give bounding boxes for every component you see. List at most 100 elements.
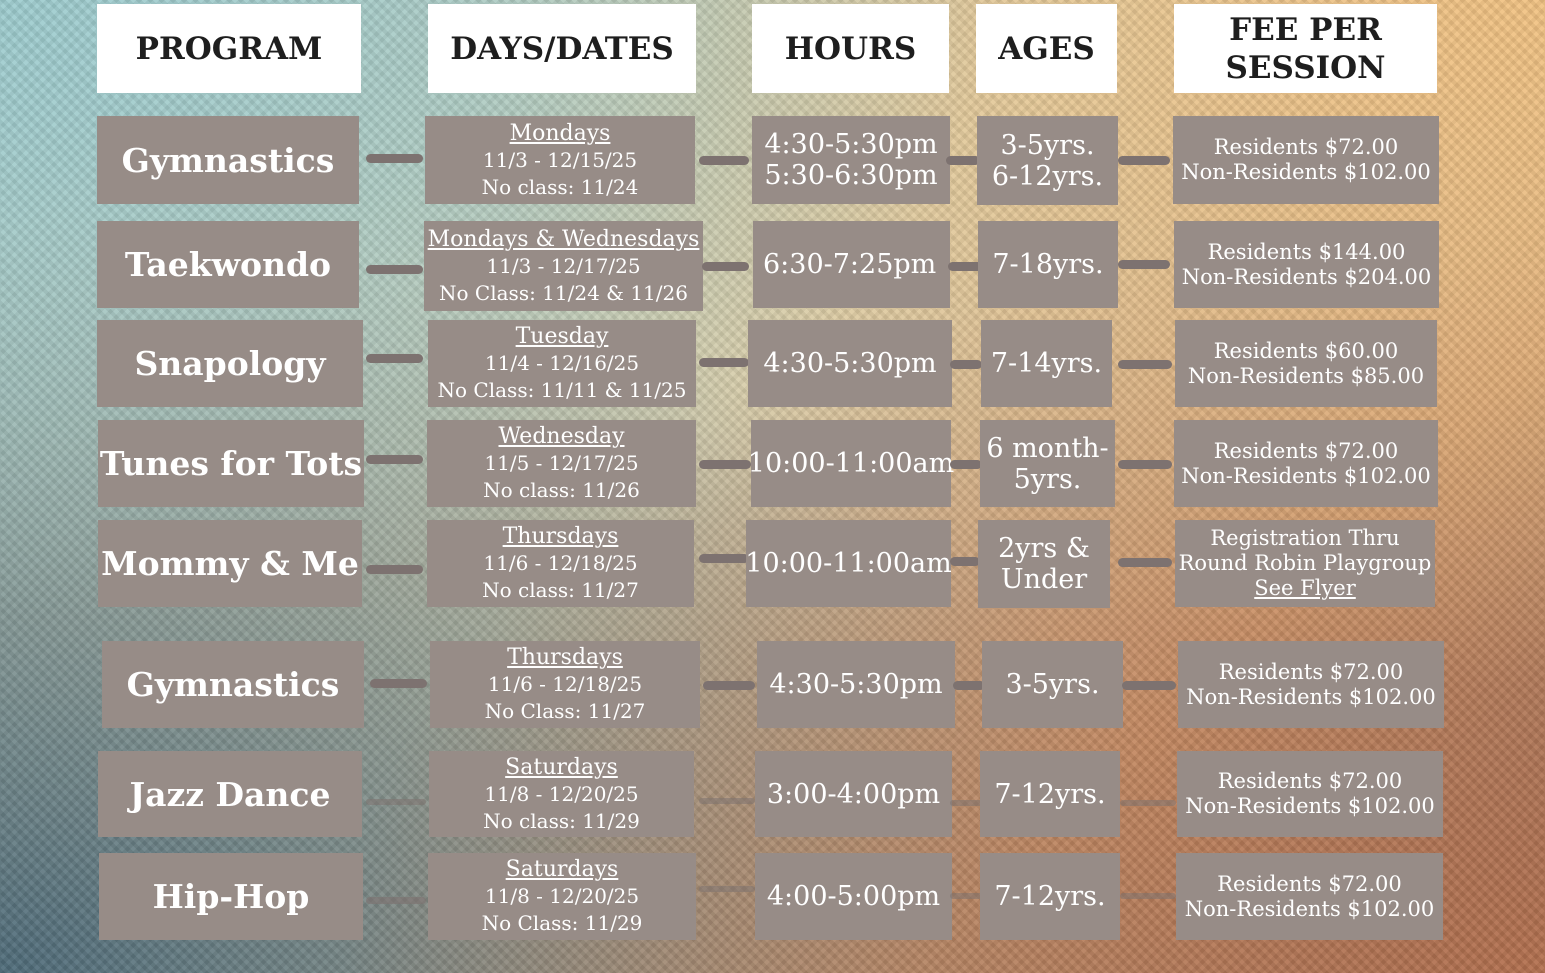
fee-residents: Residents $72.00	[1218, 659, 1404, 684]
dates-cell: Thursdays 11/6 - 12/18/25 No Class: 11/2…	[430, 641, 700, 728]
row-connector	[699, 798, 755, 804]
dates-cell: Saturdays 11/8 - 12/20/25 No Class: 11/2…	[428, 853, 696, 940]
hours-value: 4:00-5:00pm	[766, 881, 941, 912]
ages-value: 7-12yrs.	[994, 778, 1106, 810]
hours-cell: 4:00-5:00pm	[755, 853, 952, 940]
ages-value: 7-14yrs.	[990, 348, 1103, 379]
program-name: Gymnastics	[121, 140, 335, 180]
hours-cell: 4:30-5:30pm	[748, 320, 952, 407]
date-range: 11/4 - 12/16/25	[484, 351, 640, 375]
row-connector	[948, 262, 982, 271]
no-class-note: No Class: 11/11 & 11/25	[437, 378, 687, 402]
fee-residents: Residents $144.00	[1207, 239, 1406, 264]
dates-cell: Tuesday 11/4 - 12/16/25 No Class: 11/11 …	[428, 320, 696, 407]
ages-cell: 2yrs & Under	[978, 520, 1110, 608]
row-connector	[366, 897, 426, 904]
fee-registration-note: Round Robin Playgroup	[1178, 551, 1432, 575]
row-connector	[366, 154, 423, 163]
ages-value: 2yrs &	[998, 533, 1090, 564]
fee-non-residents: Non-Residents $102.00	[1185, 794, 1435, 818]
dates-cell: Mondays & Wednesdays 11/3 - 12/17/25 No …	[424, 221, 703, 311]
row-connector	[699, 886, 755, 892]
date-range: 11/3 - 12/17/25	[486, 253, 641, 278]
day-label: Wednesday	[498, 424, 625, 449]
day-label: Thursdays	[507, 645, 623, 670]
fee-non-residents: Non-Residents $102.00	[1184, 896, 1435, 921]
ages-value: 6 month-	[986, 432, 1109, 464]
program-name: Hip-Hop	[152, 877, 310, 916]
ages-value: 5yrs.	[1013, 463, 1082, 495]
no-class-note: No class: 11/27	[482, 578, 639, 602]
row-connector	[1122, 681, 1176, 690]
program-name: Mommy & Me	[101, 544, 359, 583]
program-name: Gymnastics	[126, 665, 340, 704]
ages-value: 7-12yrs.	[994, 881, 1106, 912]
no-class-note: No class: 11/24	[481, 174, 639, 199]
program-name: Taekwondo	[124, 245, 332, 284]
fee-cell: Registration Thru Round Robin Playgroup …	[1175, 520, 1435, 607]
fee-registration-note: Registration Thru	[1210, 526, 1400, 550]
see-flyer-link[interactable]: See Flyer	[1254, 576, 1356, 600]
header-ages: AGES	[976, 4, 1117, 93]
day-label: Tuesday	[515, 324, 609, 349]
ages-value: 7-18yrs.	[992, 249, 1104, 280]
header-fee-line1: FEE PER	[1229, 11, 1382, 48]
hours-cell: 6:30-7:25pm	[753, 221, 950, 308]
date-range: 11/8 - 12/20/25	[484, 884, 640, 908]
fee-residents: Residents $60.00	[1213, 338, 1399, 363]
date-range: 11/5 - 12/17/25	[484, 451, 639, 475]
header-fee-line2: SESSION	[1225, 49, 1386, 86]
row-connector	[950, 360, 982, 369]
program-name: Jazz Dance	[129, 774, 331, 814]
hours-value: 10:00-11:00am	[745, 548, 952, 579]
hours-cell: 3:00-4:00pm	[755, 751, 952, 837]
row-connector	[366, 565, 423, 574]
ages-value: Under	[1000, 564, 1088, 595]
ages-cell: 7-12yrs.	[980, 751, 1120, 837]
row-connector	[1118, 260, 1170, 269]
fee-non-residents: Non-Residents $102.00	[1181, 463, 1431, 488]
row-connector	[366, 799, 426, 805]
ages-cell: 7-14yrs.	[981, 320, 1112, 407]
hours-value: 6:30-7:25pm	[763, 249, 937, 280]
fee-cell: Residents $72.00 Non-Residents $102.00	[1174, 420, 1438, 507]
hours-value: 3:00-4:00pm	[766, 778, 941, 810]
fee-non-residents: Non-Residents $204.00	[1181, 264, 1432, 289]
row-connector	[946, 156, 980, 165]
dates-cell: Mondays 11/3 - 12/15/25 No class: 11/24	[425, 116, 695, 204]
hours-cell: 4:30-5:30pm	[757, 641, 955, 728]
day-label: Thursdays	[502, 524, 619, 549]
day-label: Mondays & Wednesdays	[427, 226, 700, 252]
program-cell: Snapology	[97, 320, 363, 407]
header-program-label: PROGRAM	[135, 30, 323, 67]
row-connector	[950, 893, 982, 899]
no-class-note: No class: 11/26	[483, 478, 640, 502]
fee-cell: Residents $72.00 Non-Residents $102.00	[1173, 116, 1439, 204]
no-class-note: No Class: 11/29	[481, 911, 643, 935]
ages-cell: 7-18yrs.	[978, 221, 1118, 308]
ages-value: 6-12yrs.	[991, 160, 1104, 192]
row-connector	[703, 681, 755, 690]
hours-cell: 4:30-5:30pm 5:30-6:30pm	[752, 116, 950, 204]
row-connector	[699, 358, 749, 367]
row-connector	[366, 354, 423, 363]
date-range: 11/6 - 12/18/25	[487, 672, 643, 696]
header-hours: HOURS	[752, 4, 949, 93]
row-connector	[953, 681, 985, 690]
fee-residents: Residents $72.00	[1217, 871, 1402, 896]
date-range: 11/3 - 12/15/25	[482, 147, 638, 172]
fee-residents: Residents $72.00	[1213, 438, 1399, 463]
row-connector	[1118, 558, 1172, 567]
no-class-note: No Class: 11/27	[484, 699, 646, 723]
hours-value: 4:30-5:30pm	[763, 348, 937, 379]
fee-cell: Residents $60.00 Non-Residents $85.00	[1175, 320, 1437, 407]
row-connector	[699, 460, 751, 469]
program-cell: Mommy & Me	[98, 520, 362, 607]
hours-value: 5:30-6:30pm	[764, 160, 938, 191]
no-class-note: No Class: 11/24 & 11/26	[439, 280, 688, 305]
fee-non-residents: Non-Residents $102.00	[1181, 160, 1431, 184]
ages-cell: 7-12yrs.	[980, 853, 1120, 940]
row-connector	[370, 679, 427, 688]
hours-value: 4:30-5:30pm	[769, 669, 943, 700]
row-connector	[366, 265, 423, 274]
